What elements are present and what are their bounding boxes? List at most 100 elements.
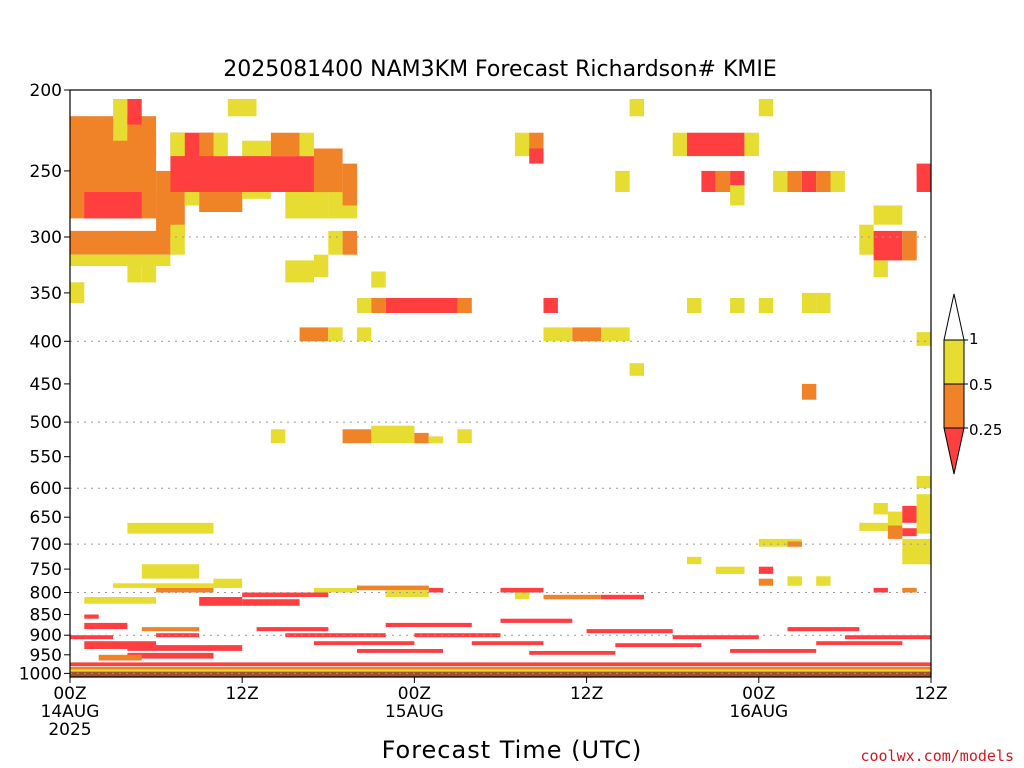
data-cell: [873, 587, 888, 593]
data-cell: [256, 627, 329, 632]
data-cell: [313, 641, 415, 646]
data-cell: [859, 522, 888, 531]
y-tick-label: 400: [30, 332, 62, 352]
data-cell: [572, 327, 601, 342]
data-cell: [744, 132, 759, 157]
data-cell: [357, 327, 372, 342]
colorbar-band-high: [943, 339, 965, 385]
data-cell: [787, 170, 802, 192]
data-cell: [227, 99, 257, 117]
colorbar-label: 1: [969, 330, 979, 348]
y-tick-label: 800: [30, 584, 62, 604]
data-cell: [902, 505, 917, 523]
data-cell: [70, 254, 171, 266]
ground-layer: [70, 671, 931, 677]
y-tick-label: 750: [30, 560, 62, 580]
data-cell: [629, 99, 644, 117]
x-tick-label: 12Z: [570, 684, 603, 704]
data-cell: [687, 556, 702, 565]
data-cell: [357, 585, 429, 591]
data-cell: [156, 633, 200, 638]
data-cell: [873, 205, 903, 225]
data-cell: [156, 587, 214, 593]
data-cell: [313, 254, 329, 277]
data-cell: [543, 327, 573, 342]
data-cell: [141, 627, 200, 632]
data-cell: [801, 383, 817, 400]
data-cell: [758, 578, 774, 586]
data-cell: [127, 645, 243, 651]
data-cell: [113, 583, 214, 588]
y-tick-label: 500: [30, 413, 62, 433]
x-axis-label: Forecast Time (UTC): [382, 736, 643, 764]
data-cell: [342, 230, 357, 255]
data-cell: [285, 633, 386, 638]
data-cell: [902, 538, 931, 565]
colorbar-label: 0.5: [969, 376, 993, 394]
y-axis: 200 250 300 350 400 450 500 550 600 650 700 750 8008…: [19, 81, 70, 684]
x-tick-label: 00Z: [398, 684, 431, 704]
data-cell: [529, 148, 544, 164]
data-cell: [385, 622, 472, 627]
data-cell: [357, 298, 372, 313]
data-cell: [758, 566, 774, 574]
x-tick-label: 16AUG: [729, 702, 788, 722]
data-cell: [758, 99, 774, 117]
y-tick-label: 300: [30, 228, 62, 248]
data-cell: [601, 327, 630, 342]
y-tick-label: 700: [30, 535, 62, 555]
data-cell: [873, 260, 888, 277]
data-cell: [113, 99, 128, 141]
data-cell: [84, 597, 157, 604]
data-cell: [242, 592, 329, 597]
data-cell: [816, 641, 903, 646]
data-cell: [84, 641, 157, 649]
x-tick-label: 12Z: [226, 684, 259, 704]
data-cell: [141, 260, 157, 283]
y-tick-label: 850: [30, 606, 62, 626]
y-tick-label: 900: [30, 626, 62, 646]
data-cell: [543, 298, 558, 313]
data-cell: [902, 528, 917, 537]
data-cell: [127, 652, 214, 659]
data-cell: [873, 230, 903, 261]
data-cell: [127, 522, 214, 534]
data-cell: [70, 662, 931, 667]
data-cell: [801, 170, 817, 192]
data-cell: [70, 635, 114, 640]
data-cell: [199, 597, 243, 606]
data-cell: [342, 429, 372, 444]
data-cell: [730, 649, 817, 653]
data-cell: [342, 163, 357, 206]
data-cell: [428, 436, 444, 444]
data-cell: [758, 298, 774, 313]
data-cell: [629, 363, 644, 376]
data-cell: [371, 298, 386, 313]
data-cell: [916, 332, 931, 346]
data-cell: [601, 594, 644, 600]
data-cell: [357, 649, 444, 653]
data-cell: [457, 429, 472, 444]
data-cell: [328, 327, 343, 342]
chart-title: 2025081400 NAM3KM Forecast Richardson# K…: [223, 57, 777, 82]
data-cell: [457, 298, 472, 313]
data-cell: [701, 170, 716, 192]
data-cell: [773, 170, 788, 192]
data-cell: [687, 132, 745, 157]
y-tick-label: 200: [30, 81, 62, 101]
y-tick-label: 350: [30, 284, 62, 304]
data-cell: [916, 475, 931, 489]
colorbar-label: 0.25: [969, 421, 1002, 439]
data-cell: [170, 132, 185, 157]
data-cell: [371, 425, 415, 444]
y-tick-label: 650: [30, 508, 62, 528]
data-cell: [529, 651, 616, 655]
data-cell: [916, 494, 931, 534]
colorbar-band-mid: [943, 383, 965, 429]
ground-fill: [70, 671, 931, 677]
y-tick-label: 600: [30, 479, 62, 499]
data-cell: [299, 132, 314, 157]
data-cell: [84, 622, 128, 630]
